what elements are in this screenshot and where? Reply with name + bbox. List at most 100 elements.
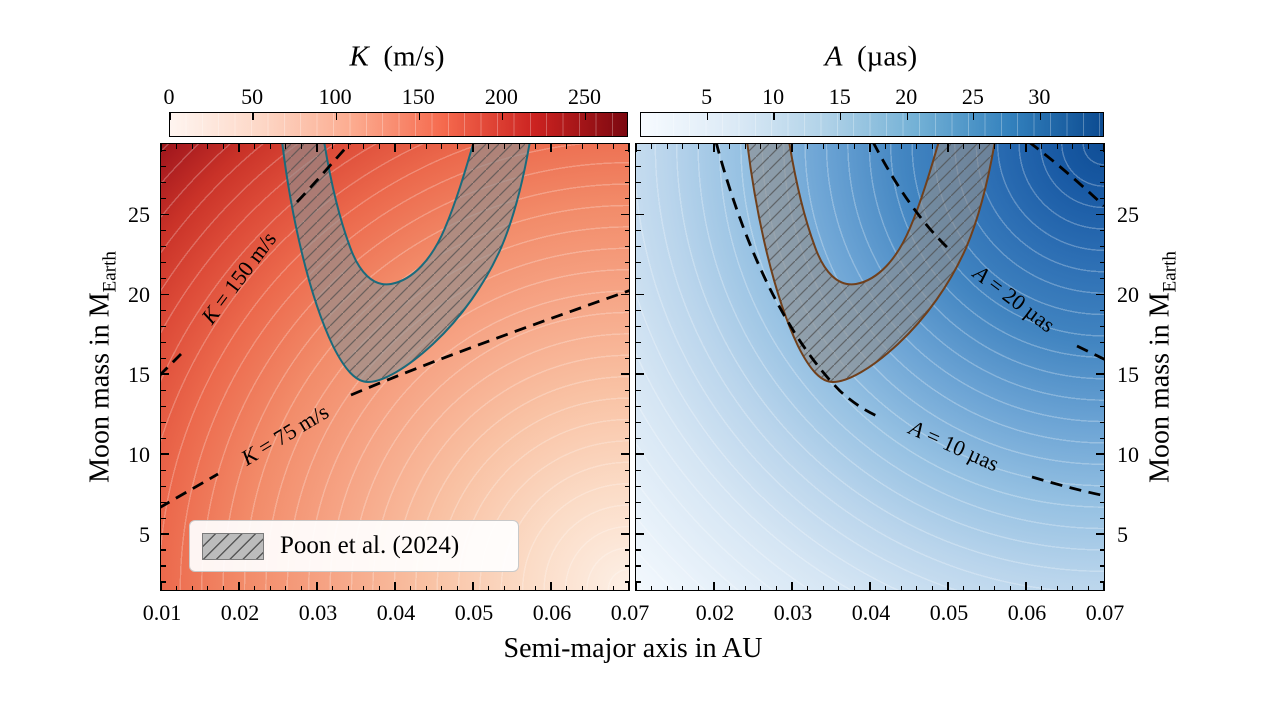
tick-mark xyxy=(916,585,918,590)
tick-mark xyxy=(191,585,193,590)
tick-mark xyxy=(624,261,629,263)
tick-mark xyxy=(651,585,653,590)
tick-mark xyxy=(161,581,166,583)
a-10-contour-line xyxy=(715,144,1104,498)
tick-mark xyxy=(161,277,166,279)
tick-mark xyxy=(1025,144,1027,152)
tick-mark xyxy=(636,149,641,151)
a-unit: (µas) xyxy=(857,40,918,73)
tick-mark xyxy=(1099,581,1104,583)
tick-mark xyxy=(760,585,762,590)
tick-mark xyxy=(1099,469,1104,471)
hatched-region-swatch xyxy=(202,532,264,560)
tick-mark xyxy=(378,144,380,149)
tick-mark xyxy=(963,585,965,590)
tick-mark xyxy=(441,144,443,149)
tick-mark xyxy=(161,181,166,183)
colorbar-tick-mark xyxy=(906,113,908,120)
tick-mark xyxy=(624,581,629,583)
tick-mark xyxy=(1041,585,1043,590)
tick-mark xyxy=(682,144,684,149)
tick-label: 20 xyxy=(1117,282,1139,308)
tick-mark xyxy=(947,144,949,152)
tick-mark xyxy=(822,144,824,149)
tick-label: 10 xyxy=(1117,442,1139,468)
colorbar-tick-label: 30 xyxy=(1028,84,1051,109)
tick-mark xyxy=(624,389,629,391)
tick-mark xyxy=(597,585,599,590)
tick-mark xyxy=(503,585,505,590)
tick-mark xyxy=(729,585,731,590)
tick-mark xyxy=(1009,144,1011,149)
tick-label: 0.02 xyxy=(695,600,735,625)
right-colorbar-title: A (µas) xyxy=(825,41,917,74)
tick-mark xyxy=(300,144,302,149)
tick-mark xyxy=(161,485,166,487)
tick-label: 25 xyxy=(128,202,150,228)
colorbar-tick-mark xyxy=(840,113,842,120)
tick-mark xyxy=(1099,389,1104,391)
astrometry-overlay xyxy=(715,144,1104,498)
tick-mark xyxy=(347,144,349,149)
tick-label: 0.07 xyxy=(610,600,650,625)
tick-mark xyxy=(1099,357,1104,359)
tick-mark xyxy=(1099,549,1104,551)
tick-mark xyxy=(931,144,933,149)
tick-mark xyxy=(636,341,641,343)
tick-mark xyxy=(566,585,568,590)
tick-mark xyxy=(519,144,521,149)
tick-mark xyxy=(636,373,644,375)
tick-mark xyxy=(635,144,637,152)
tick-mark xyxy=(161,421,166,423)
tick-mark xyxy=(1096,453,1104,455)
tick-mark xyxy=(550,144,552,152)
k-150-contour-line xyxy=(161,144,352,376)
tick-mark xyxy=(1041,144,1043,149)
colorbar-tick-mark xyxy=(418,113,420,120)
tick-mark xyxy=(853,144,855,149)
tick-mark xyxy=(760,144,762,149)
tick-mark xyxy=(682,585,684,590)
tick-mark xyxy=(636,229,641,231)
colorbar-tick-mark xyxy=(252,113,254,120)
tick-mark xyxy=(1099,405,1104,407)
colorbar-tick-mark xyxy=(335,113,337,120)
tick-mark xyxy=(636,549,641,551)
tick-mark xyxy=(624,309,629,311)
tick-mark xyxy=(534,144,536,149)
colorbar-tick-mark xyxy=(773,113,775,120)
tick-mark xyxy=(1009,585,1011,590)
tick-mark xyxy=(624,501,629,503)
tick-label: 0.04 xyxy=(851,600,891,625)
tick-mark xyxy=(807,585,809,590)
tick-mark xyxy=(300,585,302,590)
tick-mark xyxy=(472,144,474,152)
colorbar-tick-label: 150 xyxy=(401,84,435,109)
tick-mark xyxy=(963,144,965,149)
tick-mark xyxy=(161,405,166,407)
legend: Poon et al. (2024) xyxy=(189,520,519,572)
tick-mark xyxy=(161,549,166,551)
tick-mark xyxy=(628,582,630,590)
tick-mark xyxy=(519,585,521,590)
tick-mark xyxy=(285,585,287,590)
colorbar-tick-label: 20 xyxy=(895,84,918,109)
tick-mark xyxy=(1096,213,1104,216)
tick-mark xyxy=(636,245,641,247)
tick-mark xyxy=(624,357,629,359)
tick-mark xyxy=(161,469,166,471)
tick-label: 0.04 xyxy=(376,600,416,625)
tick-mark xyxy=(885,585,887,590)
tick-mark xyxy=(612,144,614,149)
tick-mark xyxy=(472,582,474,590)
tick-mark xyxy=(624,277,629,279)
tick-mark xyxy=(636,293,644,295)
tick-mark xyxy=(994,144,996,149)
poon-region-left xyxy=(281,144,531,384)
tick-label: 25 xyxy=(1117,202,1139,228)
left-colorbar-title: K (m/s) xyxy=(349,41,444,74)
k-75-contour-line xyxy=(161,289,629,509)
tick-mark xyxy=(161,565,166,567)
tick-mark xyxy=(651,144,653,149)
tick-mark xyxy=(332,144,334,149)
